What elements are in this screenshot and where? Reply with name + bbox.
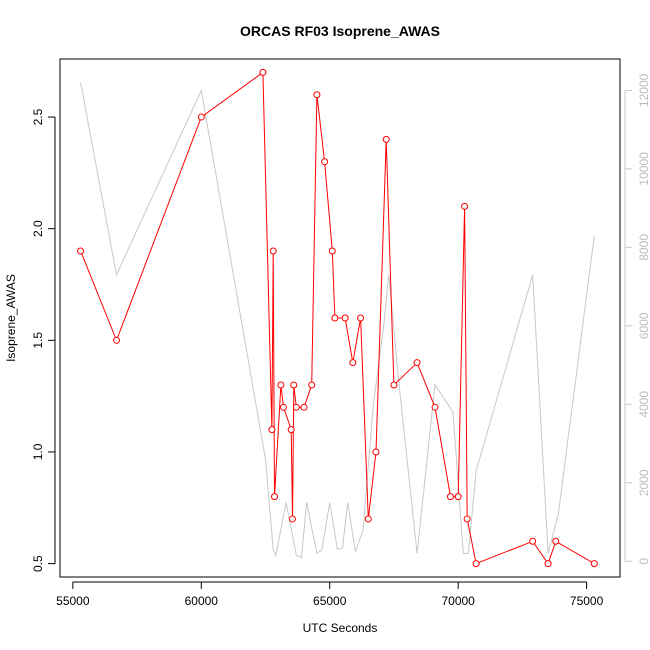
data-point	[529, 537, 537, 545]
x-tick-label: 60000	[185, 594, 219, 608]
data-point	[321, 158, 329, 166]
y-axis-left: 0.5 1.0 1.5 2.0 2.5	[31, 108, 56, 572]
data-point	[364, 515, 372, 523]
data-point	[349, 359, 357, 367]
y2-tick-label: 4000	[637, 391, 650, 418]
y2-tick-label: 10000	[637, 152, 650, 186]
data-point	[382, 135, 390, 143]
data-point	[300, 403, 308, 411]
y-tick-label: 0.5	[31, 555, 45, 572]
data-point	[313, 91, 321, 99]
data-point	[390, 381, 398, 389]
x-axis-label: UTC Seconds	[303, 621, 378, 635]
data-point	[461, 202, 469, 210]
y2-tick-label: 12000	[637, 73, 650, 107]
data-point	[259, 68, 267, 76]
y2-tick-label: 6000	[637, 312, 650, 339]
data-point	[288, 515, 296, 523]
data-point	[372, 448, 380, 456]
x-tick-label: 65000	[313, 594, 347, 608]
data-point	[197, 113, 205, 121]
data-point	[544, 560, 552, 568]
y2-tick-label: 8000	[637, 234, 650, 261]
data-point	[77, 247, 85, 255]
y-tick-label: 2.5	[31, 108, 45, 125]
data-point	[446, 493, 454, 501]
data-point	[279, 403, 287, 411]
data-point	[269, 247, 277, 255]
data-point	[552, 537, 560, 545]
data-point	[277, 381, 285, 389]
y-axis-label: Isoprene_AWAS	[4, 274, 18, 362]
data-point	[268, 426, 276, 434]
data-point	[308, 381, 316, 389]
y-tick-label: 2.0	[31, 220, 45, 237]
data-point	[463, 515, 471, 523]
data-point	[431, 403, 439, 411]
data-point	[292, 403, 300, 411]
data-point	[454, 493, 462, 501]
data-point	[472, 560, 480, 568]
y-axis-right: 0 2000 4000 6000 8000 10000 12000	[624, 73, 650, 565]
data-point	[341, 314, 349, 322]
x-tick-label: 75000	[570, 594, 604, 608]
y-tick-label: 1.0	[31, 443, 45, 460]
y-tick-label: 1.5	[31, 332, 45, 349]
data-point	[113, 336, 121, 344]
x-axis: 55000 60000 65000 70000 75000	[56, 581, 604, 608]
series-layer	[77, 68, 598, 568]
data-point	[357, 314, 365, 322]
data-point	[287, 426, 295, 434]
plot-area-frame	[59, 58, 621, 578]
x-tick-label: 70000	[441, 594, 475, 608]
x-tick-label: 55000	[56, 594, 90, 608]
data-point	[270, 493, 278, 501]
y2-tick-label: 0	[637, 558, 650, 565]
data-point	[413, 359, 421, 367]
data-point	[590, 560, 598, 568]
data-point	[290, 381, 298, 389]
chart-title: ORCAS RF03 Isoprene_AWAS	[240, 23, 440, 39]
data-point	[328, 247, 336, 255]
data-point	[331, 314, 339, 322]
y2-tick-label: 2000	[637, 469, 650, 496]
series-line-secondary	[80, 82, 595, 559]
